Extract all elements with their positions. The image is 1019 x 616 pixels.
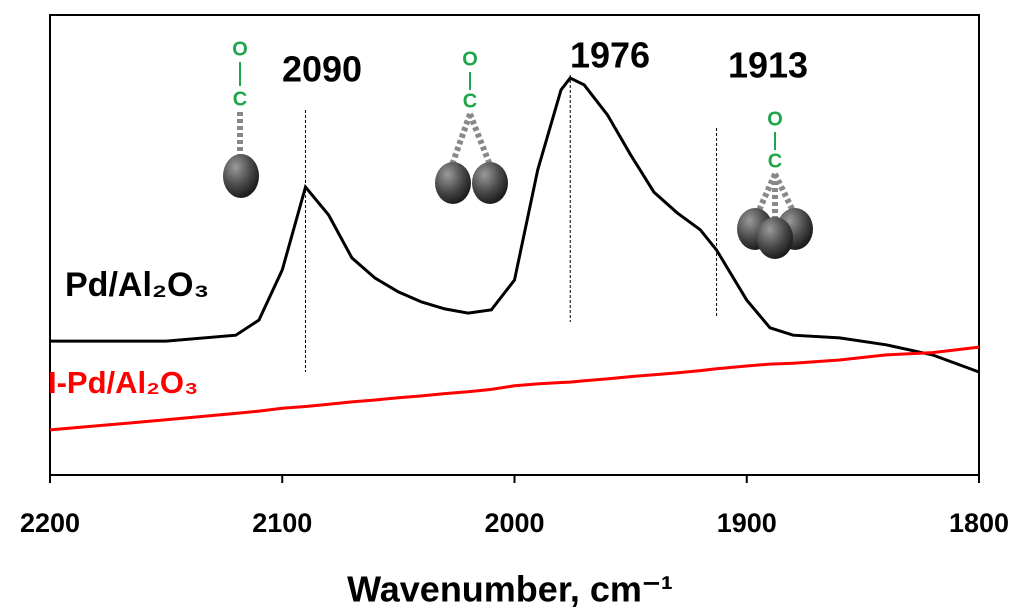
atom-label: O bbox=[232, 38, 248, 60]
atom-label: C bbox=[768, 150, 782, 172]
peak-label: 1976 bbox=[570, 35, 650, 76]
x-tick-label: 2100 bbox=[252, 508, 312, 538]
x-tick-label: 1800 bbox=[949, 508, 1009, 538]
atom-label: O bbox=[767, 108, 783, 130]
spectrum-line bbox=[49, 345, 980, 432]
series-label: Pd/Al₂O₃ bbox=[65, 266, 209, 304]
x-axis-title: Wavenumber, cm⁻¹ bbox=[347, 569, 673, 610]
peak-label: 2090 bbox=[282, 49, 362, 90]
atom-label: C bbox=[233, 88, 247, 110]
x-tick-label: 1900 bbox=[717, 508, 777, 538]
atom-label: O bbox=[462, 48, 478, 70]
x-tick-label: 2000 bbox=[484, 508, 544, 538]
series-label: I-Pd/Al₂O₃ bbox=[48, 365, 198, 400]
peak-label: 1913 bbox=[728, 45, 808, 86]
spectrum-line bbox=[50, 76, 980, 374]
icon-bridge-co: O C bbox=[435, 48, 508, 204]
icon-linear-co: O C bbox=[223, 38, 259, 198]
plot-frame bbox=[49, 14, 980, 476]
x-tick-label: 2200 bbox=[20, 508, 80, 538]
atom-label: C bbox=[463, 90, 477, 112]
icon-hollow-co: O C bbox=[737, 108, 813, 259]
